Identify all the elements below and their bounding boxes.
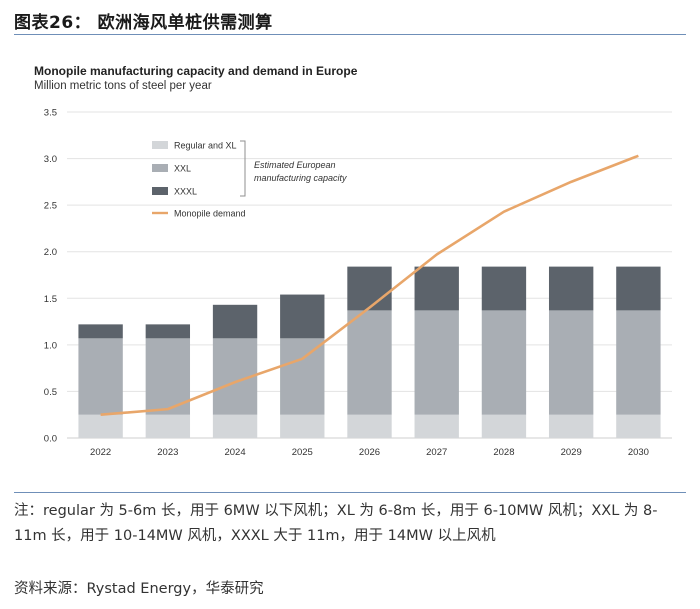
bar-regular-and-xl (414, 414, 459, 438)
bar-xxl (78, 338, 123, 415)
bar-regular-and-xl (280, 414, 325, 438)
legend-label: XXL (174, 164, 191, 174)
bar-regular-and-xl (481, 414, 527, 438)
legend-label: XXXL (174, 187, 197, 197)
x-tick-label: 2025 (292, 447, 313, 458)
x-tick-label: 2028 (493, 447, 514, 458)
demand-line-layer (100, 154, 639, 417)
legend-bracket (240, 140, 246, 197)
x-tick-label: 2029 (561, 447, 582, 458)
x-tick-label: 2027 (426, 447, 447, 458)
bar-xxxl (616, 266, 661, 311)
y-tick-label: 3.5 (44, 108, 57, 119)
legend-label: Regular and XL (174, 141, 237, 151)
bar-regular-and-xl (548, 414, 594, 438)
bar-xxxl (212, 304, 258, 339)
bar-xxxl (280, 294, 325, 339)
y-tick-label: 0.0 (44, 434, 57, 445)
x-tick-label: 2026 (359, 447, 380, 458)
chart-panel: Monopile manufacturing capacity and dema… (22, 50, 686, 480)
x-tick-label: 2022 (90, 447, 111, 458)
bar-regular-and-xl (347, 414, 392, 438)
legend-swatch (152, 187, 168, 195)
x-tick-label: 2023 (157, 447, 178, 458)
chart-svg: 0.00.51.01.52.02.53.03.5 2022 2023 2024 202… (44, 108, 672, 458)
bar-regular-and-xl (78, 414, 123, 438)
bar-xxxl (481, 266, 527, 311)
bar-xxl (481, 310, 527, 415)
bracket-label-line1: Estimated European (254, 160, 336, 170)
demand-line (100, 154, 639, 417)
y-tick-label: 0.5 (44, 387, 57, 398)
legend-swatch (152, 141, 168, 149)
figure-source: 资料来源：Rystad Energy，华泰研究 (14, 581, 264, 597)
chart-title: Monopile manufacturing capacity and dema… (34, 64, 358, 78)
figure-header: 图表26： 欧洲海风单桩供需测算 (14, 6, 686, 34)
bar-xxl (347, 310, 392, 415)
bar-xxl (616, 310, 661, 415)
figure-note: 注：regular 为 5-6m 长，用于 6MW 以下风机；XL 为 6-8m… (14, 503, 658, 544)
bar-xxxl (548, 266, 594, 311)
y-tick-label: 2.5 (44, 201, 57, 212)
bar-xxl (548, 310, 594, 415)
bottom-rule (14, 492, 686, 493)
y-tick-labels: 0.0 0.5 1.0 1.5 2.0 2.5 3.0 3.5 (44, 108, 57, 445)
figure-title: 图表26： 欧洲海风单桩供需测算 (14, 13, 273, 33)
chart-subtitle: Million metric tons of steel per year (34, 80, 212, 92)
y-tick-label: 1.0 (44, 340, 57, 351)
bar-layer (78, 266, 661, 438)
bracket-label-line2: manufacturing capacity (254, 173, 347, 183)
bar-xxl (280, 338, 325, 415)
x-tick-labels: 2022 2023 2024 2025 2026 2027 2028 2029 2030 (90, 447, 649, 458)
x-tick-label: 2030 (628, 447, 649, 458)
y-tick-label: 3.0 (44, 154, 57, 165)
bar-regular-and-xl (145, 414, 191, 438)
bar-xxxl (145, 324, 191, 339)
legend-swatch (152, 164, 168, 172)
legend-label: Monopile demand (174, 209, 246, 219)
top-rule (14, 34, 686, 35)
bar-regular-and-xl (616, 414, 661, 438)
x-tick-label: 2024 (224, 447, 245, 458)
y-tick-label: 2.0 (44, 247, 57, 258)
bar-xxxl (414, 266, 459, 311)
bar-xxxl (78, 324, 123, 339)
bar-xxl (414, 310, 459, 415)
y-tick-label: 1.5 (44, 294, 57, 305)
bar-regular-and-xl (212, 414, 258, 438)
legend: Regular and XL XXL XXXL Monopile demand Esti… (152, 140, 347, 219)
bar-xxxl (347, 266, 392, 311)
